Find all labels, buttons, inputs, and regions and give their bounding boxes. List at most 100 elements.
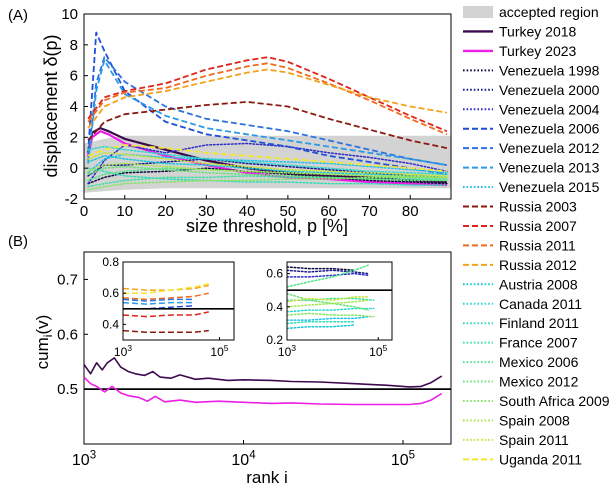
x-tick-label-inset2-0-base: 10	[114, 345, 128, 359]
inset-series-2	[123, 283, 209, 333]
y-tick-label-a-0: -2	[65, 191, 78, 208]
x-tick-label-inset3-1-base: 10	[369, 345, 383, 359]
series-line-a-8	[87, 153, 448, 174]
legend-label-14: Austria 2008	[499, 276, 578, 292]
x-tick-label-b-2-base: 10	[391, 452, 409, 469]
series-line-inset2-5	[123, 298, 195, 302]
x-tick-label-inset2-0-exp: 3	[127, 343, 132, 353]
series-line-a-4	[87, 142, 448, 185]
x-tick-label-inset2-1-exp: 5	[224, 343, 229, 353]
legend-label-12: Russia 2011	[499, 237, 576, 253]
series-line-a-22	[87, 144, 447, 173]
series-line-inset2-1	[123, 311, 209, 318]
legend: accepted region Turkey 2018 Turkey 2023 Ven…	[463, 4, 610, 467]
y-tick-label-inset3-0: 0.2	[266, 333, 283, 347]
y-axis-label-b-main: cum	[33, 337, 52, 369]
x-tick-label-inset2-1-base: 10	[210, 345, 224, 359]
legend-label-1: Turkey 2018	[499, 23, 577, 39]
x-tick-label-inset2-0: 103	[114, 343, 132, 359]
x-tick-label-a-6: 60	[320, 203, 337, 220]
x-tick-label-a-7: 70	[361, 203, 378, 220]
legend-label-13: Russia 2012	[499, 257, 577, 273]
series-line-inset3-10	[287, 312, 375, 318]
series-line-inset3-8	[287, 264, 369, 288]
legend-label-3: Venezuela 1998	[499, 62, 600, 78]
panel-label-b: (B)	[8, 233, 28, 250]
series-line-a-18	[87, 165, 448, 182]
x-tick-label-b-1: 104	[231, 449, 256, 469]
y-tick-label-a-3: 4	[70, 99, 78, 116]
legend-label-15: Canada 2011	[499, 296, 582, 312]
series-line-a-19	[87, 176, 448, 191]
legend-swatch-0	[463, 6, 493, 18]
x-axis-label-a: size threshold, p [%]	[186, 216, 348, 236]
legend-label-2: Turkey 2023	[499, 43, 577, 59]
y-tick-label-a-4: 6	[70, 68, 78, 85]
panel-a-series	[87, 31, 448, 191]
legend-label-6: Venezuela 2006	[499, 121, 600, 137]
y-tick-label-inset3-2: 0.6	[266, 267, 283, 281]
inset-3-axes-frame	[286, 261, 393, 341]
series-line-a-7	[87, 59, 448, 166]
series-line-a-2	[87, 167, 448, 185]
series-line-inset3-4	[287, 324, 356, 330]
series-line-inset3-11	[287, 299, 369, 308]
x-tick-label-inset3-0: 103	[278, 343, 296, 359]
x-tick-label-a-3: 30	[198, 203, 215, 220]
series-line-a-21	[87, 152, 448, 177]
series-line-inset2-0	[123, 329, 209, 333]
series-line-inset3-12	[287, 296, 369, 303]
y-tick-label-a-5: 8	[70, 37, 78, 54]
legend-label-20: South Africa 2009	[499, 393, 610, 409]
legend-label-4: Venezuela 2000	[499, 82, 600, 98]
series-line-a-11	[87, 62, 448, 136]
x-tick-label-inset3-1-exp: 5	[383, 343, 388, 353]
x-tick-label-a-8: 80	[402, 203, 419, 220]
legend-label-22: Spain 2011	[499, 432, 569, 448]
legend-label-18: Mexico 2006	[499, 354, 579, 370]
legend-label-11: Russia 2007	[499, 218, 577, 234]
y-axis-label-b-sub: i	[41, 335, 55, 338]
y-axis-label-a: displacement δ(p)	[41, 34, 61, 177]
x-tick-label-b-0: 103	[72, 449, 96, 469]
y-tick-label-b-2: 0.7	[57, 271, 78, 288]
x-tick-label-inset3-1: 105	[369, 343, 387, 359]
y-tick-label-inset2-2: 0.8	[102, 255, 119, 269]
x-tick-label-a-1: 10	[116, 203, 133, 220]
x-tick-label-b-1-exp: 4	[249, 449, 256, 461]
legend-label-9: Venezuela 2015	[499, 179, 600, 195]
y-tick-label-b-1: 0.6	[57, 326, 78, 343]
x-tick-label-inset2-1: 105	[210, 343, 228, 359]
x-tick-label-b-0-base: 10	[72, 452, 90, 469]
series-line-a-20	[87, 162, 448, 179]
series-line-a-14	[87, 145, 448, 176]
series-line-inset3-1	[287, 269, 369, 275]
series-line-inset3-0	[287, 266, 356, 272]
panel-label-a: (A)	[8, 7, 28, 24]
y-axis-label-b-tail: (v)	[33, 315, 52, 335]
series-line-a-6	[87, 56, 448, 166]
series-line-b-1	[83, 376, 443, 406]
series-line-a-12	[87, 68, 448, 129]
legend-label-7: Venezuela 2012	[499, 140, 600, 156]
y-tick-label-a-1: 0	[70, 160, 78, 177]
x-tick-label-inset3-0-exp: 3	[291, 343, 296, 353]
x-tick-label-b-2: 105	[391, 449, 415, 469]
legend-label-17: France 2007	[499, 335, 578, 351]
y-tick-label-inset2-0: 0.4	[102, 317, 119, 331]
panel-b-axes-frame	[83, 251, 452, 445]
inset-2-axes-frame	[122, 261, 235, 341]
x-tick-label-a-4: 40	[239, 203, 256, 220]
series-line-inset2-2	[123, 292, 209, 301]
series-line-inset2-7	[123, 283, 209, 294]
series-line-a-9	[87, 101, 448, 149]
y-tick-label-inset2-1: 0.6	[102, 286, 119, 300]
x-tick-label-b-0-exp: 3	[90, 449, 96, 461]
x-tick-label-inset3-0-base: 10	[278, 345, 292, 359]
series-line-a-10	[87, 56, 448, 133]
series-line-inset3-2	[287, 272, 369, 278]
inset-series-3	[287, 264, 375, 330]
